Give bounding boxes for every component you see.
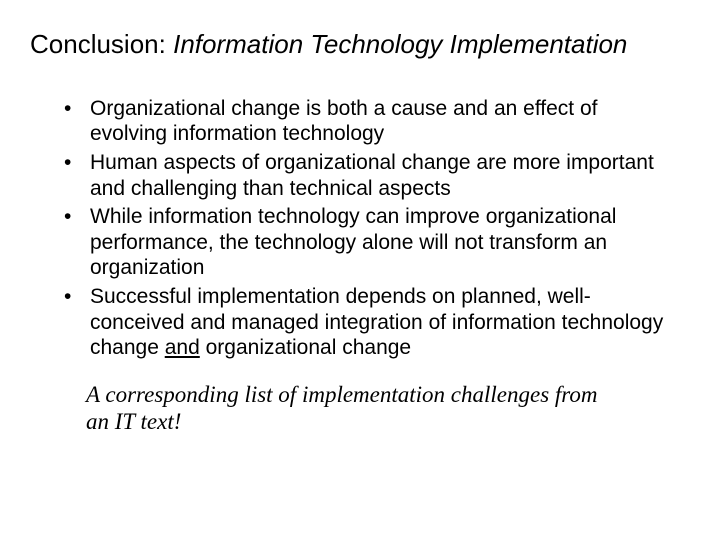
title-rest: Information Technology Implementation (173, 29, 627, 59)
bullet-item: While information technology can improve… (62, 204, 672, 281)
bullet-underline: and (165, 336, 200, 359)
bullet-text: Human aspects of organizational change a… (90, 151, 654, 200)
title-conclusion: Conclusion: (30, 29, 166, 59)
bullet-item: Organizational change is both a cause an… (62, 96, 672, 147)
slide: Conclusion: Information Technology Imple… (0, 0, 720, 540)
bullet-text: While information technology can improve… (90, 205, 616, 279)
bullet-item: Human aspects of organizational change a… (62, 150, 672, 201)
bullet-text: Organizational change is both a cause an… (90, 97, 597, 146)
footnote: A corresponding list of implementation c… (86, 381, 622, 436)
bullet-text-post: organizational change (200, 336, 411, 359)
slide-title: Conclusion: Information Technology Imple… (30, 28, 682, 62)
bullet-item: Successful implementation depends on pla… (62, 284, 672, 361)
bullet-list: Organizational change is both a cause an… (62, 96, 672, 361)
